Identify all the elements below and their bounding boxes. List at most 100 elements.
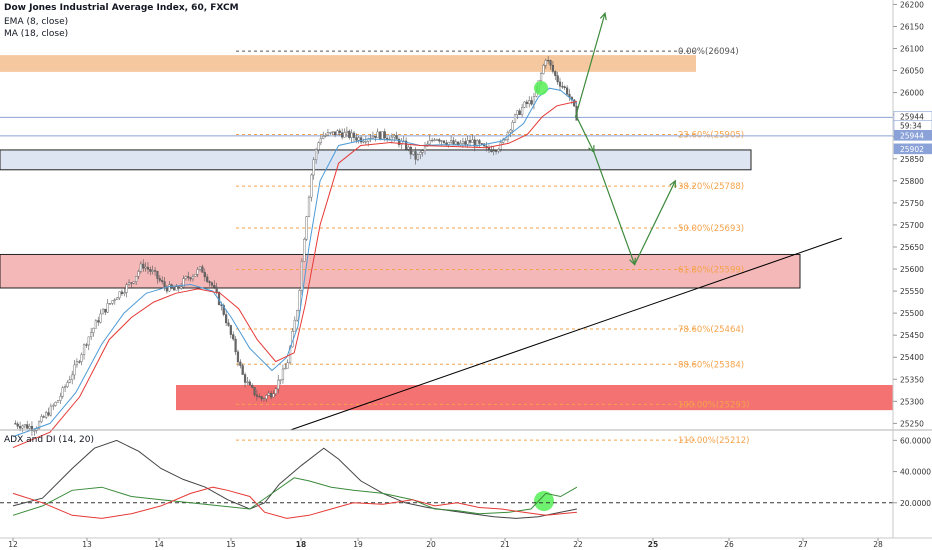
candle-body bbox=[471, 139, 474, 143]
candle-body bbox=[80, 354, 83, 362]
candle-body bbox=[108, 303, 112, 305]
candle-body bbox=[338, 130, 341, 133]
candle-body bbox=[187, 276, 190, 278]
candle-body bbox=[312, 159, 315, 176]
candle-body bbox=[222, 305, 225, 315]
candle-body bbox=[504, 139, 507, 141]
candle-body bbox=[225, 314, 228, 324]
candle-body bbox=[75, 361, 79, 366]
candle-body bbox=[196, 269, 199, 275]
candle-body bbox=[87, 336, 90, 346]
candle-body bbox=[357, 137, 360, 141]
di_minus-line bbox=[12, 486, 577, 519]
drawings-layer[interactable] bbox=[290, 11, 842, 511]
time-tick-label: 12 bbox=[8, 540, 18, 549]
candle-body bbox=[40, 416, 43, 423]
candle-body bbox=[184, 276, 187, 279]
candle-body bbox=[513, 114, 517, 123]
adx-panel bbox=[0, 429, 932, 519]
candle-body bbox=[490, 149, 493, 152]
candle-body bbox=[310, 174, 313, 198]
fib-level-label: 110.00%(25212) bbox=[678, 436, 750, 446]
candle-body bbox=[135, 276, 138, 283]
candle-body bbox=[544, 59, 547, 66]
candle-body bbox=[286, 362, 289, 369]
candle-body bbox=[120, 291, 124, 295]
candle-body bbox=[509, 129, 512, 133]
projection-path-segment bbox=[634, 180, 676, 265]
candle-body bbox=[305, 216, 308, 240]
candle-body bbox=[241, 365, 244, 375]
candle-body bbox=[277, 379, 280, 390]
candle-body bbox=[333, 131, 337, 136]
candle-body bbox=[383, 131, 386, 139]
candle-body bbox=[52, 405, 55, 407]
candle-body bbox=[386, 137, 389, 140]
candle-body bbox=[144, 266, 147, 269]
candle-body bbox=[416, 154, 420, 160]
candle-body bbox=[142, 263, 145, 269]
candle-body bbox=[201, 266, 204, 273]
time-tick-label: 15 bbox=[226, 540, 236, 549]
candle-body bbox=[130, 282, 133, 284]
price-tick-label: 25600 bbox=[900, 265, 924, 274]
candle-body bbox=[494, 150, 498, 152]
candle-body bbox=[161, 280, 164, 282]
chart-title[interactable]: Dow Jones Industrial Average Index, 60, … bbox=[4, 3, 239, 13]
candle-body bbox=[558, 81, 562, 87]
candle-body bbox=[168, 284, 171, 292]
price-tick-label: 26150 bbox=[900, 22, 924, 31]
candle-body bbox=[113, 299, 116, 301]
candle-body bbox=[248, 381, 251, 386]
adx-legend[interactable]: ADX and DI (14, 20) bbox=[4, 435, 94, 445]
price-tick-label: 25700 bbox=[900, 221, 924, 230]
candle-body bbox=[499, 142, 502, 150]
highlight-circle bbox=[534, 81, 548, 95]
candle-body bbox=[511, 122, 514, 131]
candle-body bbox=[573, 99, 576, 107]
arrow-head bbox=[669, 179, 676, 188]
candle-body bbox=[208, 281, 211, 283]
trend-line bbox=[290, 237, 842, 431]
price-tick-label: 25500 bbox=[900, 309, 924, 318]
candle-body bbox=[262, 398, 266, 400]
candle-body bbox=[232, 334, 235, 340]
candle-body bbox=[251, 385, 254, 388]
candle-body bbox=[236, 351, 240, 363]
candle-body bbox=[428, 140, 431, 145]
candle-body bbox=[118, 291, 121, 299]
adx-tick-label: 60.0000 bbox=[900, 436, 931, 445]
time-tick-label: 14 bbox=[154, 540, 164, 549]
candle-body bbox=[431, 139, 434, 142]
candle-body bbox=[66, 382, 69, 387]
candle-body bbox=[78, 361, 81, 363]
candle-body bbox=[400, 140, 403, 145]
projection-path-segment bbox=[576, 117, 595, 153]
candle-body bbox=[258, 396, 261, 398]
candle-body bbox=[409, 146, 412, 155]
projection-up-arrow bbox=[574, 13, 606, 118]
candle-body bbox=[180, 286, 183, 289]
ema-legend[interactable]: EMA (8, close) bbox=[4, 17, 69, 27]
price-tick-label: 26000 bbox=[900, 89, 924, 98]
ma-legend[interactable]: MA (18, close) bbox=[4, 29, 69, 39]
candle-body bbox=[530, 100, 533, 105]
candle-body bbox=[381, 131, 384, 140]
candle-body bbox=[485, 145, 488, 148]
candle-body bbox=[54, 402, 57, 406]
candle-body bbox=[177, 286, 180, 289]
candle-body bbox=[355, 137, 358, 141]
candle-body bbox=[116, 297, 119, 300]
di_plus-line bbox=[12, 477, 578, 516]
candle-body bbox=[59, 396, 62, 401]
candle-body bbox=[49, 405, 52, 416]
candle-body bbox=[331, 131, 334, 133]
candle-body bbox=[284, 367, 287, 370]
candle-body bbox=[42, 416, 45, 418]
highlight-circle bbox=[534, 491, 554, 511]
candle-body bbox=[473, 139, 476, 147]
projection-path-segment bbox=[593, 151, 636, 265]
price-tick-label: 25400 bbox=[900, 353, 924, 362]
price-tick-label: 26050 bbox=[900, 67, 924, 76]
